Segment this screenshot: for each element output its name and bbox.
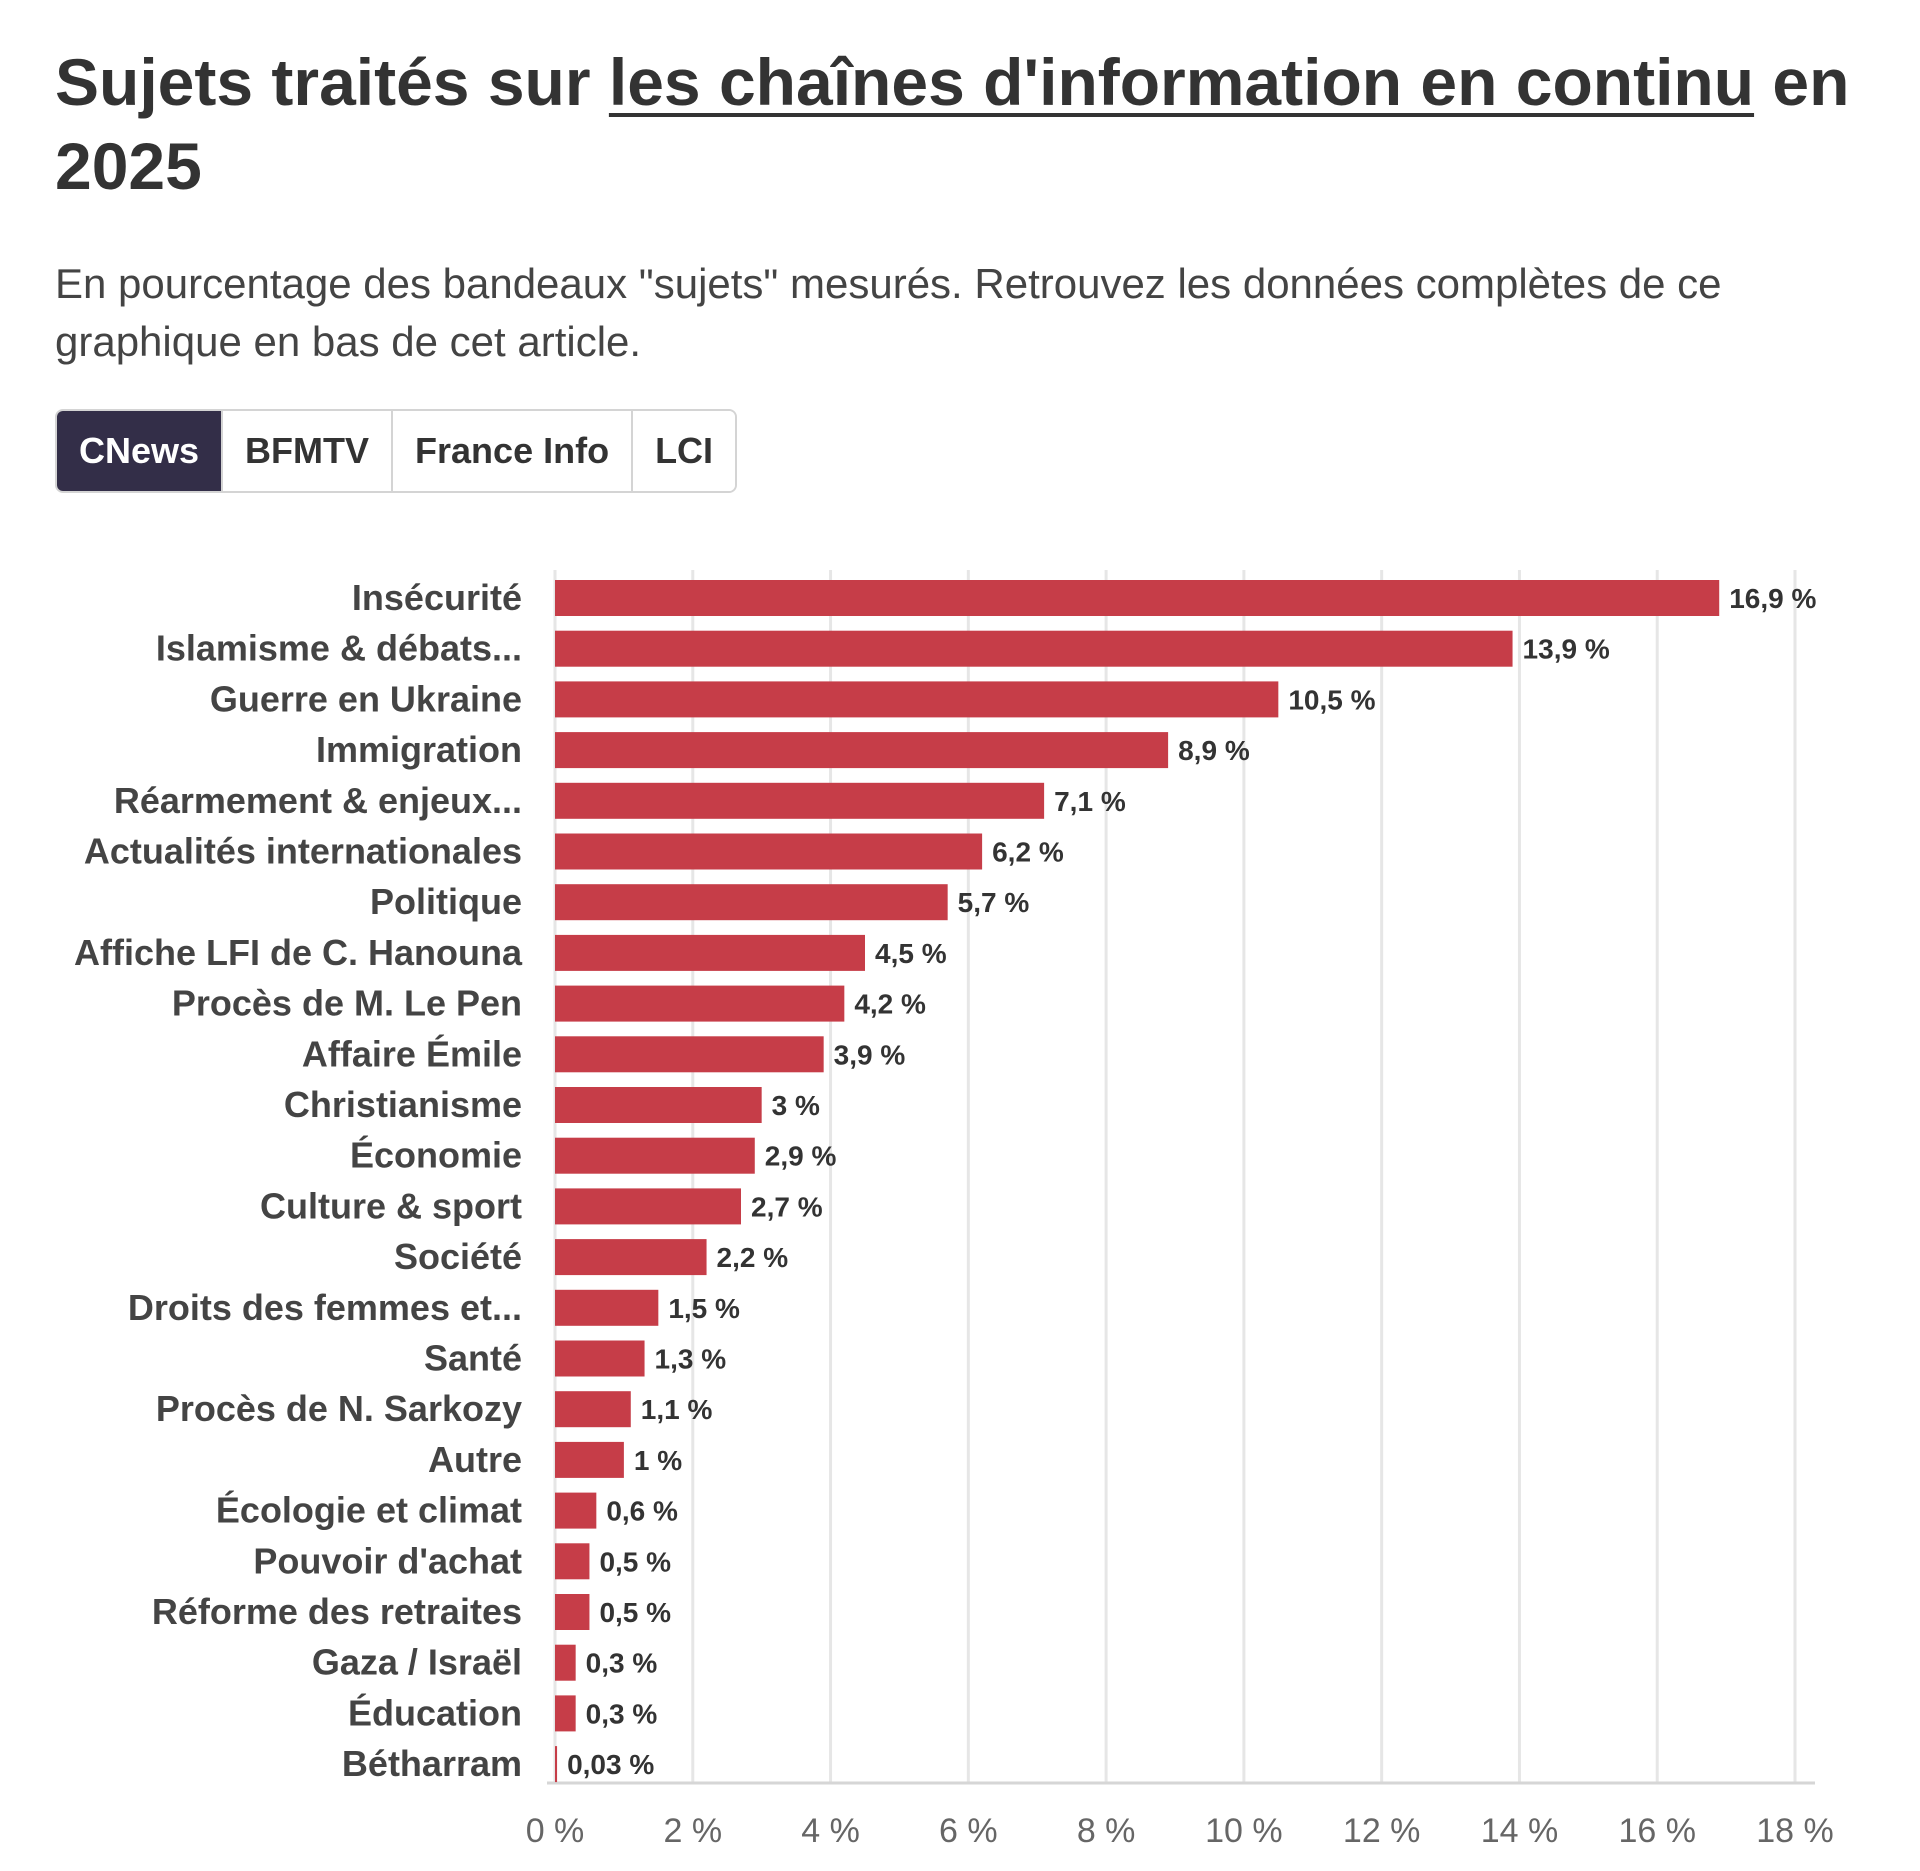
bar — [555, 1391, 631, 1428]
category-label: Gaza / Israël — [312, 1642, 522, 1683]
bar — [555, 1543, 590, 1580]
value-label: 13,9 % — [1523, 634, 1610, 665]
value-label: 1 % — [634, 1445, 682, 1476]
category-label: Bétharram — [342, 1743, 522, 1784]
category-label: Politique — [370, 881, 522, 922]
value-label: 1,3 % — [655, 1344, 727, 1375]
category-label: Culture & sport — [260, 1185, 522, 1226]
bar — [555, 1492, 597, 1529]
category-label: Insécurité — [352, 577, 522, 618]
bar — [555, 884, 948, 921]
bar — [555, 833, 983, 870]
value-label: 16,9 % — [1729, 583, 1816, 614]
bar — [555, 1594, 590, 1630]
value-label: 6,2 % — [992, 837, 1064, 868]
bar — [555, 1644, 576, 1681]
value-label: 1,5 % — [668, 1293, 740, 1324]
bar — [555, 934, 865, 971]
x-tick-label: 6 % — [939, 1812, 998, 1850]
category-label: Guerre en Ukraine — [210, 678, 522, 719]
tab-bfmtv[interactable]: BFMTV — [221, 411, 392, 491]
category-label: Immigration — [316, 729, 522, 770]
value-label: 0,5 % — [599, 1597, 671, 1628]
category-label: Affaire Émile — [302, 1033, 522, 1074]
value-label: 2,2 % — [717, 1242, 789, 1273]
bar — [555, 630, 1513, 667]
bar — [555, 1441, 624, 1478]
category-label: Pouvoir d'achat — [253, 1540, 522, 1581]
title-text-start: Sujets traités sur — [55, 45, 609, 119]
value-label: 10,5 % — [1288, 684, 1375, 715]
value-label: 1,1 % — [641, 1394, 713, 1425]
bar — [555, 1289, 659, 1326]
value-label: 0,3 % — [586, 1698, 658, 1729]
value-label: 0,6 % — [606, 1496, 678, 1527]
title-link[interactable]: les chaînes d'information en continu — [608, 45, 1755, 119]
title-text-end: en 2025 — [55, 45, 1850, 203]
value-label: 2,7 % — [751, 1191, 823, 1222]
x-tick-label: 18 % — [1756, 1812, 1834, 1850]
category-label: Procès de M. Le Pen — [172, 983, 522, 1024]
bar — [555, 1695, 576, 1732]
x-tick-label: 2 % — [663, 1812, 722, 1850]
bar — [555, 732, 1169, 769]
category-label: Actualités internationales — [84, 831, 522, 872]
value-label: 0,3 % — [586, 1648, 658, 1679]
category-label: Écologie et climat — [216, 1490, 522, 1531]
value-label: 2,9 % — [765, 1141, 837, 1172]
value-label: 0,5 % — [599, 1546, 671, 1577]
tab-cnews[interactable]: CNews — [57, 411, 222, 491]
x-tick-label: 8 % — [1077, 1812, 1136, 1850]
bar — [555, 580, 1720, 616]
chart-subtitle: En pourcentage des bandeaux "sujets" mes… — [55, 260, 1722, 365]
bar — [555, 1340, 645, 1377]
category-label: Christianisme — [284, 1084, 522, 1125]
value-label: 8,9 % — [1178, 735, 1250, 766]
category-label: Éducation — [348, 1692, 522, 1733]
value-label: 4,5 % — [875, 938, 947, 969]
x-tick-label: 16 % — [1618, 1812, 1696, 1850]
x-tick-label: 10 % — [1205, 1812, 1283, 1850]
bar — [555, 782, 1045, 819]
bar — [555, 681, 1279, 718]
category-label: Réarmement & enjeux... — [114, 780, 522, 821]
chart-title: Sujets traités sur les chaînes d'informa… — [55, 40, 1855, 208]
bar — [555, 1087, 762, 1123]
category-label: Société — [394, 1236, 522, 1277]
category-label: Économie — [350, 1135, 522, 1176]
tab-lci[interactable]: LCI — [631, 411, 736, 491]
category-label: Santé — [424, 1338, 522, 1379]
bar — [555, 1746, 558, 1783]
x-tick-label: 12 % — [1343, 1812, 1421, 1850]
category-label: Réforme des retraites — [152, 1591, 522, 1632]
value-label: 5,7 % — [958, 887, 1030, 918]
bar — [555, 1036, 824, 1073]
tab-france-info[interactable]: France Info — [391, 411, 632, 491]
category-label: Droits des femmes et... — [128, 1287, 522, 1328]
value-label: 7,1 % — [1054, 786, 1126, 817]
x-tick-label: 4 % — [801, 1812, 860, 1850]
x-tick-label: 0 % — [526, 1812, 585, 1850]
bar — [555, 985, 845, 1022]
bar — [555, 1137, 755, 1174]
category-label: Autre — [428, 1439, 522, 1480]
category-label: Islamisme & débats... — [156, 628, 522, 669]
value-label: 4,2 % — [854, 989, 926, 1020]
category-label: Procès de N. Sarkozy — [156, 1388, 522, 1429]
value-label: 3 % — [772, 1090, 820, 1121]
value-label: 3,9 % — [834, 1039, 906, 1070]
channel-tabs: CNews BFMTV France Info LCI — [55, 409, 738, 493]
bar — [555, 1239, 707, 1276]
category-label: Affiche LFI de C. Hanouna — [74, 932, 523, 973]
bar — [555, 1188, 741, 1225]
value-label: 0,03 % — [567, 1749, 654, 1780]
x-tick-label: 14 % — [1481, 1812, 1559, 1850]
